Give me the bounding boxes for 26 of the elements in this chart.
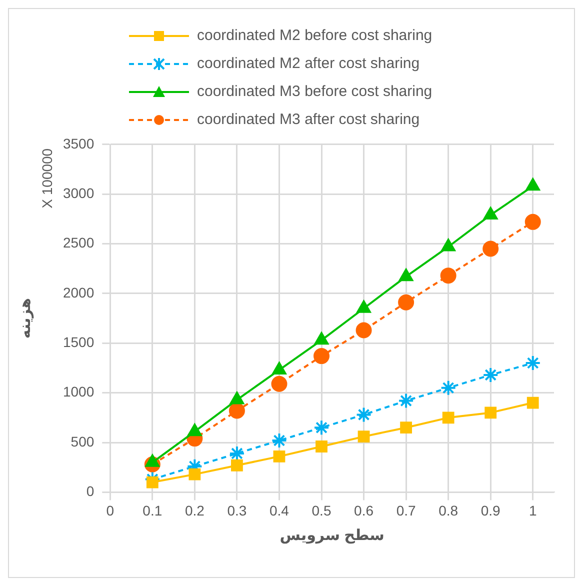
legend-label: coordinated M2 after cost sharing [197,55,420,72]
x-tick-label: 0.7 [396,502,416,518]
legend-label: coordinated M3 after cost sharing [197,111,420,128]
x-tick-label: 0.4 [270,502,290,518]
legend-label: coordinated M3 before cost sharing [197,83,432,100]
y-tick-label: 3000 [62,184,94,201]
legend-label: coordinated M2 before cost sharing [197,27,432,44]
x-tick-label: 0.1 [142,502,162,518]
y-axis-title: هزینه [17,298,34,339]
x-tick-label: 0.9 [480,502,501,518]
y-tick-label: 1000 [62,384,94,400]
x-tick-label: 0.3 [227,502,247,518]
x-tick-label: 0.6 [354,502,374,518]
text: X 100000 [39,148,56,208]
y-tick-label: 1500 [62,334,94,350]
y-tick-label: 3500 [62,135,94,152]
x-tick-label: 0.8 [438,502,458,518]
x-tick-label: 0.2 [184,502,205,518]
x-tick-label: 0 [106,502,114,518]
x-tick-label: 0.5 [312,502,332,518]
y-tick-label: 2500 [62,234,94,251]
x-tick-label: 1 [528,502,537,518]
x-axis-title: سطح سرویس [280,527,384,544]
y-tick-label: 2000 [62,284,94,300]
y-tick-label: 0 [86,483,94,500]
y-tick-label: 500 [70,433,94,450]
